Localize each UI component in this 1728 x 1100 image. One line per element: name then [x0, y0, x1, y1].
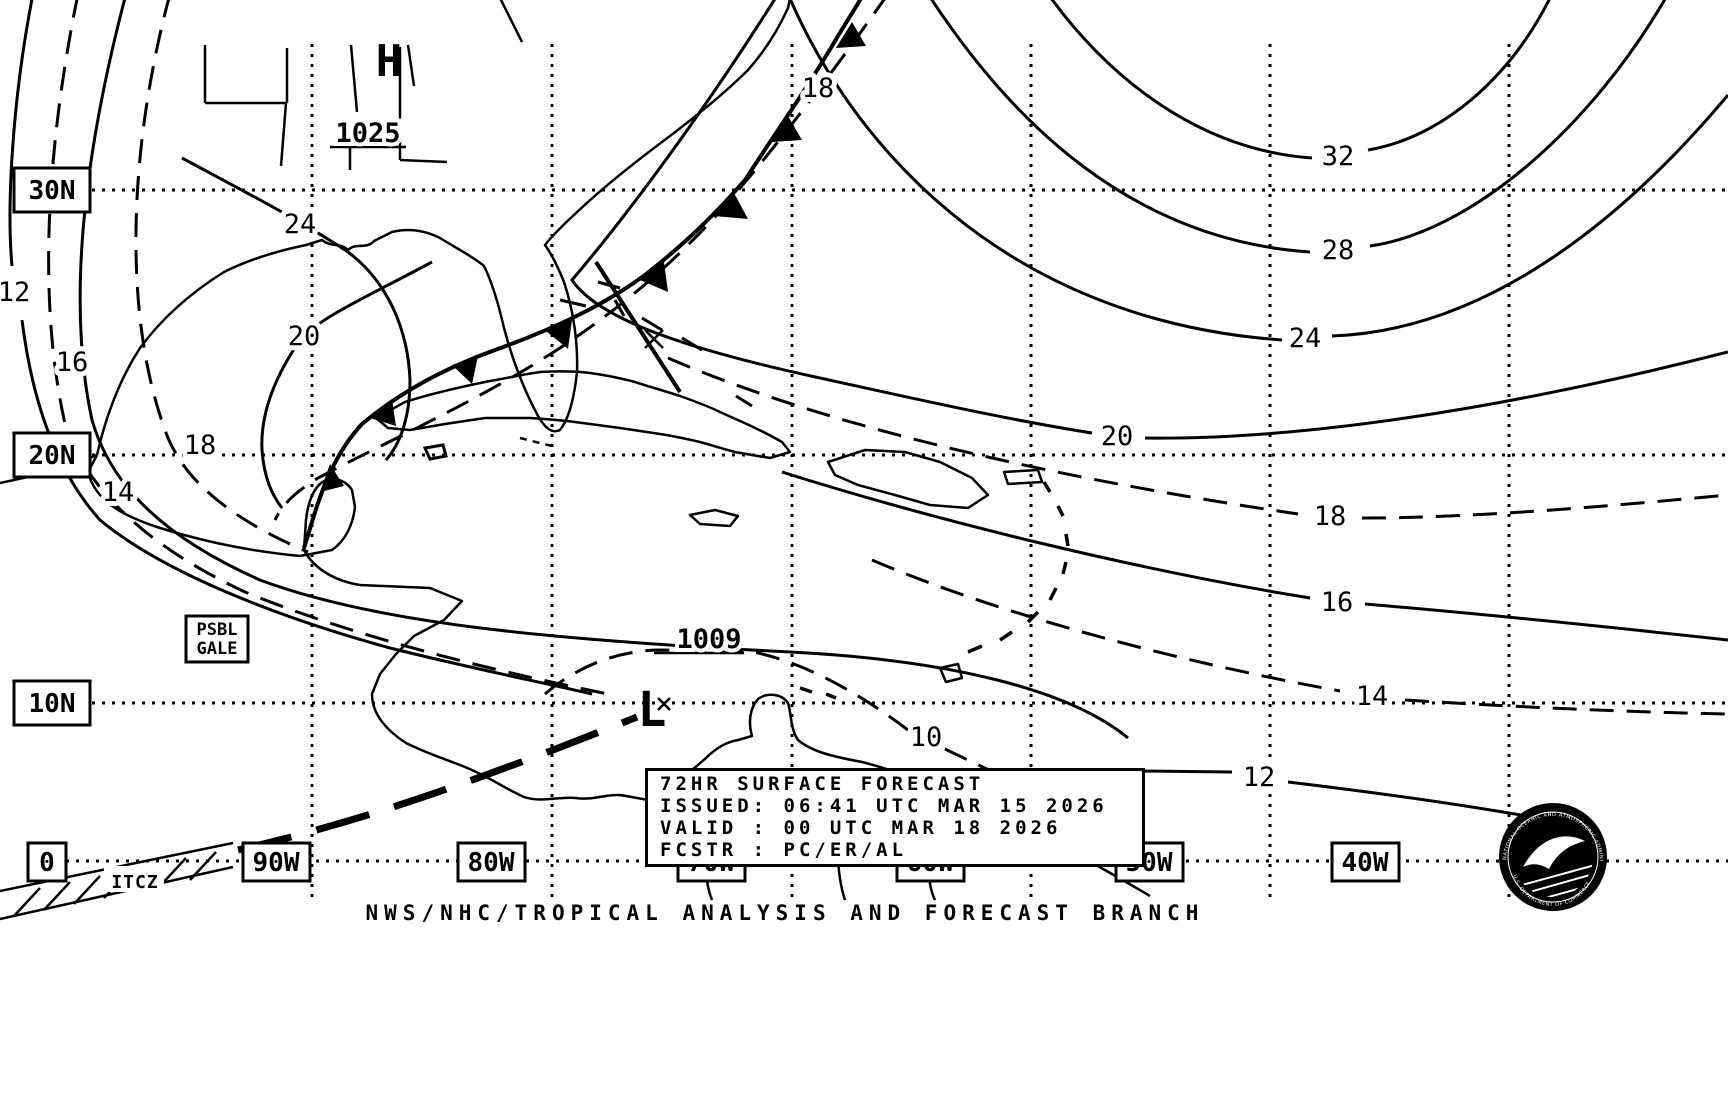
mexico-centam-coastline: [86, 454, 649, 802]
psbl-gale-warning: PSBL GALE: [184, 614, 250, 664]
isobar-label: 12: [1243, 762, 1276, 793]
low-pressure-symbol: L: [638, 682, 667, 738]
isobar-label: 24: [1289, 323, 1322, 354]
low-pressure-value: 1009: [676, 624, 741, 655]
cuba-coastline: [374, 370, 792, 460]
isobar-label: 18: [802, 73, 835, 104]
cold-front-triangle: [452, 356, 478, 384]
itcz-band: [0, 841, 234, 921]
noaa-logo: NATIONAL OCEANIC AND ATMOSPHERIC ADMINIS…: [1499, 803, 1607, 911]
isobar-value-labels: 12 16 14 18 20 24 18 32 28 24 20 18 16 1…: [0, 68, 1393, 798]
isobar-14-east: [871, 558, 1728, 716]
dissipating-front: [594, 260, 682, 394]
cold-front-triangle: [320, 464, 344, 492]
itcz-label-backing: [104, 866, 164, 892]
isobar-18-east: [667, 356, 1728, 520]
frontolysis-x-icon: [644, 329, 664, 349]
forecast-issued: ISSUED: 06:41 UTC MAR 15 2026: [660, 795, 1108, 817]
dissipating-front-line: [594, 260, 682, 394]
isobar-label: 10: [910, 722, 943, 753]
cold-front-triangle: [640, 262, 668, 292]
lon-label-90w: 90W: [253, 848, 300, 878]
isobars-solid: [8, 0, 1728, 820]
high-pressure-symbol: H: [376, 36, 403, 87]
isobar-20-east: [570, 0, 1728, 440]
isobar-label: 16: [1321, 587, 1354, 618]
cold-front: [302, 0, 866, 549]
isobar-label: 18: [1314, 501, 1347, 532]
lat-label-30n: 30N: [29, 176, 76, 206]
us-coastline: [95, 0, 791, 456]
forecast-valid: VALID : 00 UTC MAR 18 2026: [660, 817, 1062, 839]
isobar-12-east: [1142, 769, 1539, 820]
cold-front-triangle: [546, 320, 572, 349]
pressure-pointers: [330, 145, 744, 711]
jamaica-coastline: [688, 508, 740, 528]
low-position-x-icon: [657, 697, 671, 711]
isobar-label: 14: [102, 477, 135, 508]
puerto-rico-coastline: [1002, 468, 1044, 486]
isobar-24-west: [181, 156, 412, 461]
lat-label-20n: 20N: [29, 441, 76, 471]
isobar-label: 12: [0, 277, 30, 308]
isobar-18-upper: [273, 0, 886, 521]
cold-front-line: [302, 0, 863, 549]
monsoon-trough-line: [237, 713, 639, 854]
isobar-14-west: [47, 0, 609, 696]
isobar-label: 20: [1101, 421, 1134, 452]
forecast-info-box: 72HR SURFACE FORECAST ISSUED: 06:41 UTC M…: [645, 768, 1145, 867]
forecast-title: 72HR SURFACE FORECAST: [660, 773, 985, 795]
psbl-gale-box: [184, 614, 250, 664]
isobar-16-west: [78, 0, 1129, 740]
hispaniola-coastline: [826, 448, 990, 510]
isobar-label: 28: [1322, 235, 1355, 266]
cold-front-triangle: [370, 400, 396, 426]
forecast-fcstr: FCSTR : PC/ER/AL: [660, 839, 908, 861]
florida-keys: [519, 436, 557, 449]
isle-of-youth: [422, 443, 448, 461]
isobar-32: [1050, 0, 1551, 160]
cold-front-triangle: [714, 193, 748, 219]
lon-label-80w: 80W: [468, 848, 515, 878]
noaa-seagull-icon: [1523, 836, 1585, 869]
isobar-16-east: [781, 470, 1728, 642]
psbl-gale-line2: GALE: [197, 639, 238, 659]
isobar-label: 32: [1322, 141, 1355, 172]
isobar-24-east: [789, 0, 1728, 342]
lat-label-0: 0: [39, 848, 55, 878]
isobar-label: 14: [1356, 681, 1389, 712]
isobar-label: 20: [288, 321, 321, 352]
isobar-18-west: [134, 0, 309, 554]
isobars-dashed: [47, 0, 1728, 782]
isobar-label: 24: [284, 209, 317, 240]
itcz-label: ITCZ: [111, 872, 158, 893]
latitude-labels: 30N 20N 10N 0: [12, 166, 92, 883]
cold-front-triangle: [836, 22, 866, 48]
isobar-10: [544, 648, 1011, 782]
isobar-20-west: [260, 260, 433, 509]
lat-label-10n: 10N: [29, 689, 76, 719]
psbl-gale-line1: PSBL: [197, 620, 238, 640]
isobar-label: 18: [184, 430, 217, 461]
trinidad-coastline: [938, 662, 964, 684]
isobar-label: 16: [56, 347, 89, 378]
chart-title: NWS/NHC/TROPICAL ANALYSIS AND FORECAST B…: [365, 901, 1205, 925]
lon-label-40w: 40W: [1342, 848, 1389, 878]
state-borders: [203, 0, 524, 167]
bahamas-islands: [559, 280, 753, 408]
high-pressure-value: 1025: [335, 118, 400, 149]
cold-front-triangle: [772, 116, 802, 142]
isobar-28: [930, 0, 1667, 254]
